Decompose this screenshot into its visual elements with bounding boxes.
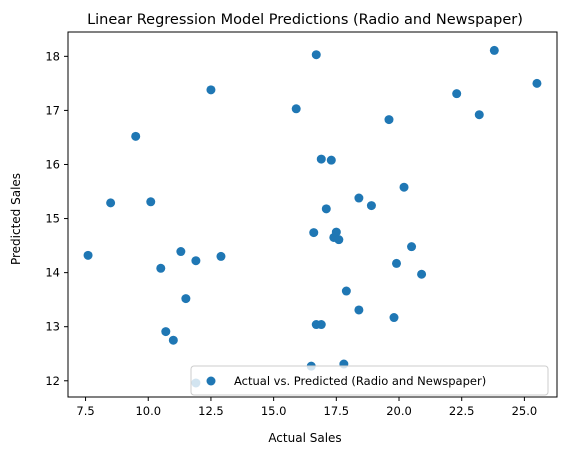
data-point [156, 263, 166, 273]
data-point [321, 204, 331, 214]
x-tick-label: 10.0 [135, 404, 161, 418]
plot-area [83, 45, 542, 388]
data-point [316, 320, 326, 330]
axes-frame [67, 31, 558, 398]
data-point [532, 78, 542, 88]
x-tick-label: 7.5 [76, 404, 94, 418]
data-point [489, 45, 499, 55]
data-point [131, 131, 141, 141]
data-point [146, 197, 156, 207]
data-point [176, 247, 186, 257]
y-tick-label: 17 [45, 103, 60, 117]
x-tick-label: 15.0 [261, 404, 287, 418]
chart-title: Linear Regression Model Predictions (Rad… [87, 12, 523, 28]
legend-label: Actual vs. Predicted (Radio and Newspape… [234, 374, 486, 388]
legend-box [190, 365, 549, 396]
data-point [326, 155, 336, 165]
data-point [311, 50, 321, 60]
data-point [334, 235, 344, 245]
y-tick-label: 12 [45, 374, 60, 388]
data-point [331, 227, 341, 237]
data-point [366, 201, 376, 211]
legend-marker [206, 376, 216, 386]
data-point [161, 327, 171, 337]
x-tick-label: 25.0 [512, 404, 538, 418]
data-point [354, 305, 364, 315]
data-point [291, 104, 301, 114]
data-point [168, 335, 178, 345]
data-point [452, 89, 462, 99]
data-point [399, 182, 409, 192]
data-point [389, 313, 399, 323]
y-axis-label: Predicted Sales [9, 173, 23, 265]
data-point [181, 294, 191, 304]
data-point [106, 198, 116, 208]
data-point [341, 286, 351, 296]
y-tick-label: 13 [45, 320, 60, 334]
x-tick-label: 22.5 [449, 404, 475, 418]
data-point [384, 115, 394, 125]
x-axis-label: Actual Sales [268, 431, 341, 445]
data-point [316, 154, 326, 164]
x-tick-label: 20.0 [386, 404, 412, 418]
x-tick-label: 12.5 [198, 404, 224, 418]
data-point [309, 228, 319, 238]
data-point [83, 250, 93, 260]
y-tick-label: 14 [45, 266, 60, 280]
data-point [216, 251, 226, 261]
data-point [354, 193, 364, 203]
data-point [206, 85, 216, 95]
x-tick-label: 17.5 [324, 404, 350, 418]
y-tick-label: 15 [45, 212, 60, 226]
legend: Actual vs. Predicted (Radio and Newspape… [190, 365, 549, 396]
y-tick-label: 16 [45, 157, 60, 171]
data-point [191, 256, 201, 266]
y-tick-label: 18 [45, 49, 60, 63]
axis-ticks: 7.5 10.0 12.5 15.0 17.5 20.0 22.5 25.0 12 13 14 15 1… [45, 49, 537, 418]
data-point [474, 110, 484, 120]
data-point [392, 258, 402, 268]
data-point [417, 269, 427, 279]
data-point [407, 242, 417, 252]
